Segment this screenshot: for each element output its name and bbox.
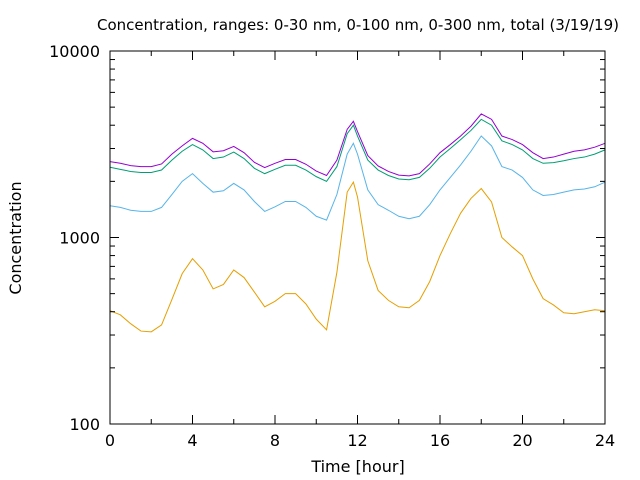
plot-frame bbox=[109, 50, 606, 425]
series-line-3 bbox=[109, 118, 606, 182]
x-tick-label: 16 bbox=[430, 431, 450, 450]
x-tick-label: 24 bbox=[595, 431, 615, 450]
y-tick-label: 100 bbox=[69, 415, 100, 434]
axis-ticks: 0 4 8 12 16 20 24 100 1000 10000 bbox=[49, 42, 615, 450]
plot-area bbox=[109, 113, 606, 333]
x-tick-label: 8 bbox=[270, 431, 280, 450]
series-line-4 bbox=[109, 113, 606, 177]
series-line-1 bbox=[109, 180, 606, 333]
y-tick-label: 1000 bbox=[59, 229, 100, 248]
chart-title: Concentration, ranges: 0-30 nm, 0-100 nm… bbox=[97, 16, 619, 34]
x-tick-label: 20 bbox=[512, 431, 532, 450]
x-tick-label: 4 bbox=[187, 431, 197, 450]
y-tick-label: 10000 bbox=[49, 42, 100, 61]
x-axis-title: Time [hour] bbox=[310, 457, 404, 476]
y-axis-title: Concentration bbox=[6, 181, 25, 294]
x-tick-label: 12 bbox=[347, 431, 367, 450]
x-tick-label: 0 bbox=[105, 431, 115, 450]
series-line-2 bbox=[109, 135, 606, 221]
